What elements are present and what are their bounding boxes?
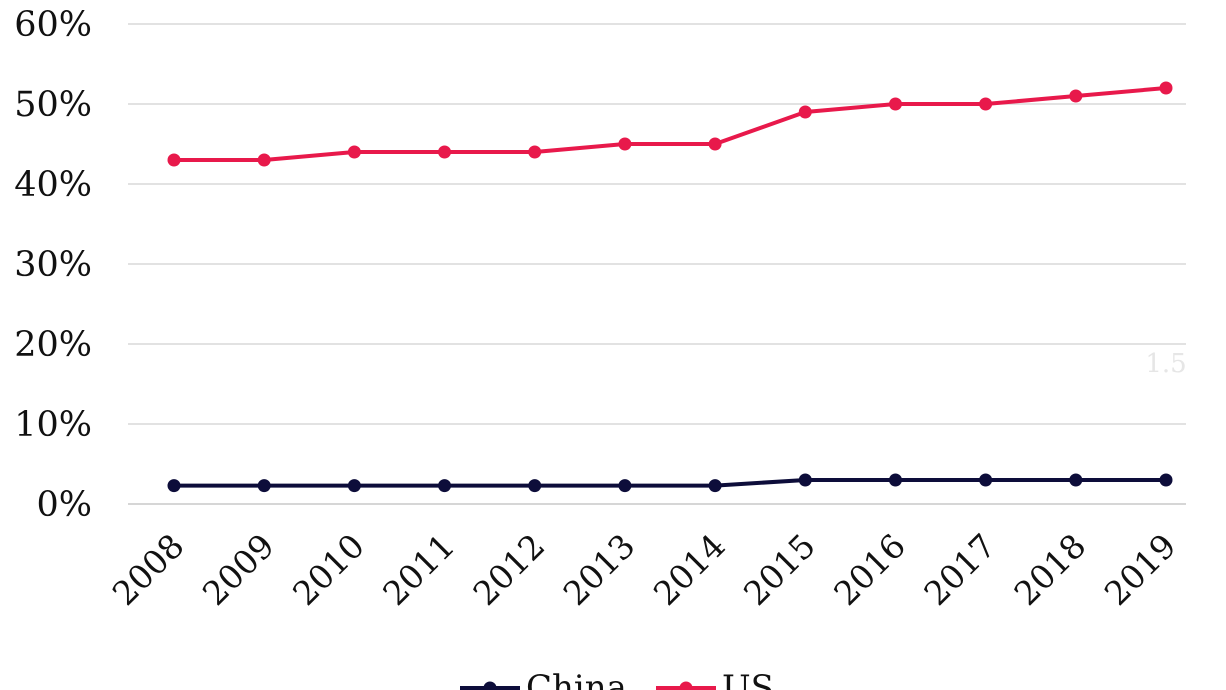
legend: China US [460,668,774,690]
series-line-china [174,478,1166,488]
data-point-us [979,97,993,111]
y-tick-label: 40% [14,165,92,205]
x-tick-label: 2011 [375,526,462,613]
x-tick-label: 2019 [1097,526,1184,613]
gridlines [128,23,1186,505]
y-tick-label: 20% [14,325,92,365]
legend-label-us: US [722,668,774,690]
legend-marker-us [679,681,693,690]
x-tick-label: 2018 [1007,526,1094,613]
x-tick-label: 2013 [556,526,643,613]
y-tick-label: 60% [14,5,92,45]
legend-marker-china [483,681,497,690]
x-tick-label: 2014 [646,526,733,613]
x-tick-label: 2012 [465,526,552,613]
data-point-us [1159,81,1173,95]
data-point-china [979,473,993,487]
data-point-us [798,105,812,119]
data-point-us [1069,89,1083,103]
y-tick-label: 10% [14,405,92,445]
y-tick-label: 0% [36,485,92,525]
x-tick-label: 2009 [195,526,282,613]
data-point-us [347,145,361,159]
data-point-us [528,145,542,159]
y-axis-tick-labels: 0% 10% 20% 30% 40% 50% 60% [14,5,92,525]
data-point-us [438,145,452,159]
x-tick-label: 2017 [916,526,1003,613]
x-tick-label: 2008 [105,526,192,613]
y-tick-label: 30% [14,245,92,285]
data-point-us [618,137,632,151]
y-tick-label: 50% [14,85,92,125]
data-point-us [167,153,181,167]
data-point-china [798,473,812,487]
x-tick-label: 2016 [826,526,913,613]
data-point-us [708,137,722,151]
watermark: 1.5 [1145,349,1186,379]
data-point-china [888,473,902,487]
x-tick-label: 2015 [736,526,823,613]
data-point-china [1069,473,1083,487]
legend-label-china: China [526,668,627,690]
data-point-china [257,479,271,493]
data-point-china [618,479,632,493]
data-point-us [257,153,271,167]
x-axis-tick-labels: 2008 2009 2010 2011 2012 2013 2014 2015 2016 2017… [105,526,1184,613]
data-point-china [438,479,452,493]
series-line-us [174,86,1167,162]
data-point-china [347,479,361,493]
series-lines [167,81,1173,493]
x-tick-label: 2010 [285,526,372,613]
data-point-china [167,479,181,493]
data-point-china [528,479,542,493]
data-point-us [888,97,902,111]
data-point-china [1159,473,1173,487]
data-point-china [708,479,722,493]
